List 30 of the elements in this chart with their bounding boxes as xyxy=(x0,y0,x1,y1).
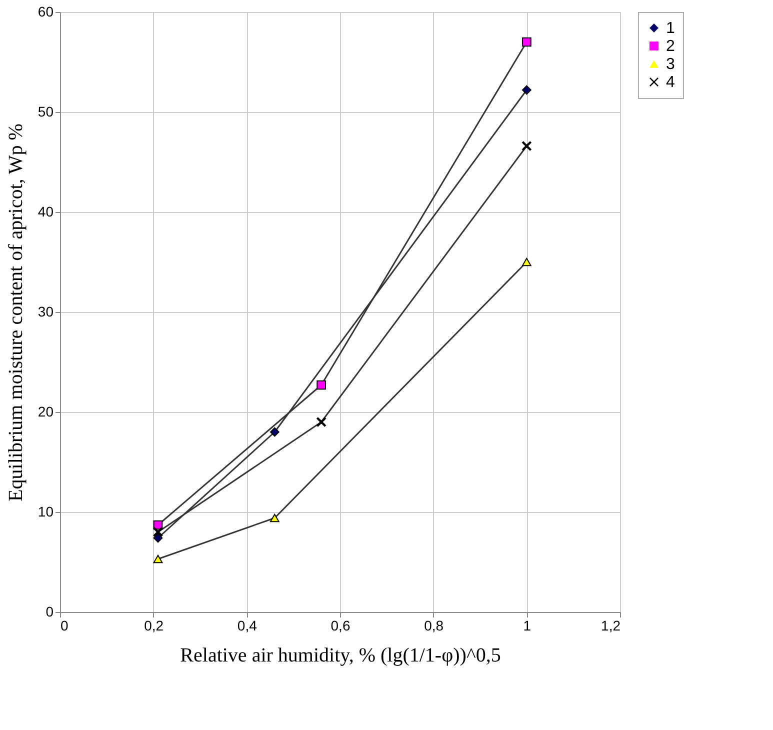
legend-label: 1 xyxy=(666,20,675,37)
x-tick-label: 0,6 xyxy=(330,618,350,634)
x-axis-title: Relative air humidity, % (lg(1/1-φ))^0,5 xyxy=(180,644,501,666)
point xyxy=(153,554,163,564)
point xyxy=(522,85,532,95)
x-tick-label: 0,8 xyxy=(424,618,444,634)
y-tick-label: 50 xyxy=(38,104,54,120)
x-tick-label: 0 xyxy=(60,618,68,634)
legend-label: 4 xyxy=(666,74,675,91)
y-tick-label: 30 xyxy=(38,304,54,320)
y-tick-label: 60 xyxy=(38,4,54,20)
point xyxy=(522,141,532,151)
x-tick-label: 0,4 xyxy=(237,618,258,634)
y-tick-label: 40 xyxy=(38,204,54,220)
y-tick-label: 20 xyxy=(38,404,54,420)
point xyxy=(153,527,163,537)
point xyxy=(522,37,532,47)
point xyxy=(522,258,532,266)
y-axis-title: Equilibrium moisture content of apricot, Wp % xyxy=(4,124,27,502)
legend-label: 3 xyxy=(666,56,675,73)
y-tick-label: 0 xyxy=(46,604,54,620)
point xyxy=(316,417,326,427)
y-tick-label: 10 xyxy=(38,504,54,520)
x-tick-label: 1 xyxy=(523,618,532,634)
point xyxy=(270,427,280,437)
x-tick-label: 1,2 xyxy=(601,618,621,634)
legend-label: 2 xyxy=(666,38,675,55)
point xyxy=(316,380,326,390)
x-tick-label: 0,2 xyxy=(144,618,164,634)
point xyxy=(270,514,280,522)
